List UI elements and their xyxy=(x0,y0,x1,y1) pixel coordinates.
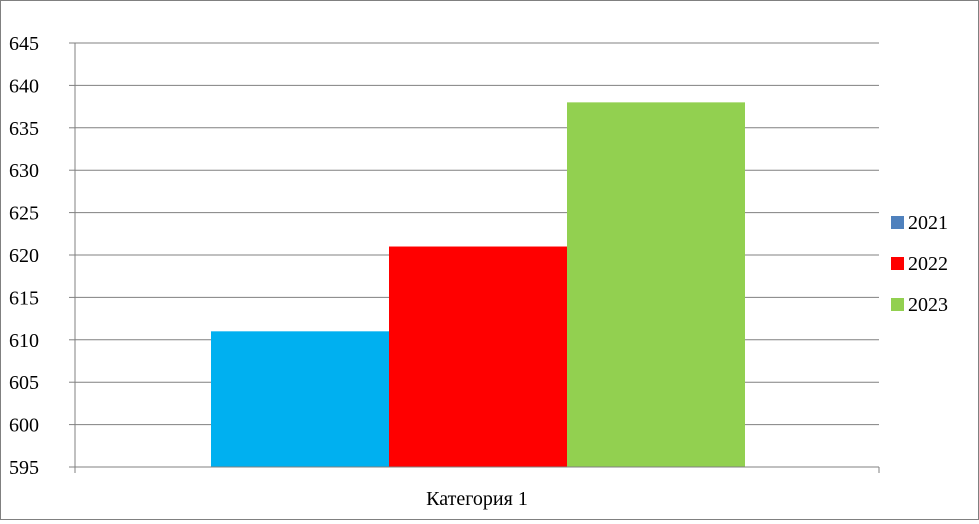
y-tick-label: 605 xyxy=(9,372,39,394)
legend-swatch-2021 xyxy=(891,216,904,229)
y-tick-label: 615 xyxy=(9,287,39,309)
y-tick-label: 625 xyxy=(9,203,39,225)
legend-label-2021: 2021 xyxy=(908,212,948,234)
legend-swatch-2023 xyxy=(891,298,904,311)
bars xyxy=(211,102,745,468)
bar-2022 xyxy=(389,246,567,467)
y-tick-label: 640 xyxy=(9,75,39,97)
legend: 2021 2022 2023 xyxy=(891,212,948,316)
y-tick-label: 595 xyxy=(9,457,39,479)
legend-label-2023: 2023 xyxy=(908,294,948,316)
x-tick-label: Категория 1 xyxy=(426,488,528,510)
y-tick-label: 630 xyxy=(9,160,39,182)
y-tick-label: 610 xyxy=(9,330,39,352)
y-tick-label: 620 xyxy=(9,245,39,267)
bar-2021 xyxy=(211,331,389,467)
y-tick-label: 600 xyxy=(9,415,39,437)
y-tick-label: 645 xyxy=(9,33,39,55)
x-tick-labels: Категория 1 xyxy=(426,488,528,510)
bar-2023 xyxy=(567,102,745,468)
y-tick-labels: 595 600 605 610 615 620 625 630 635 640 645 xyxy=(9,33,39,479)
y-tick-label: 635 xyxy=(9,118,39,140)
legend-swatch-2022 xyxy=(891,257,904,270)
legend-label-2022: 2022 xyxy=(908,253,948,275)
axes xyxy=(69,42,880,473)
